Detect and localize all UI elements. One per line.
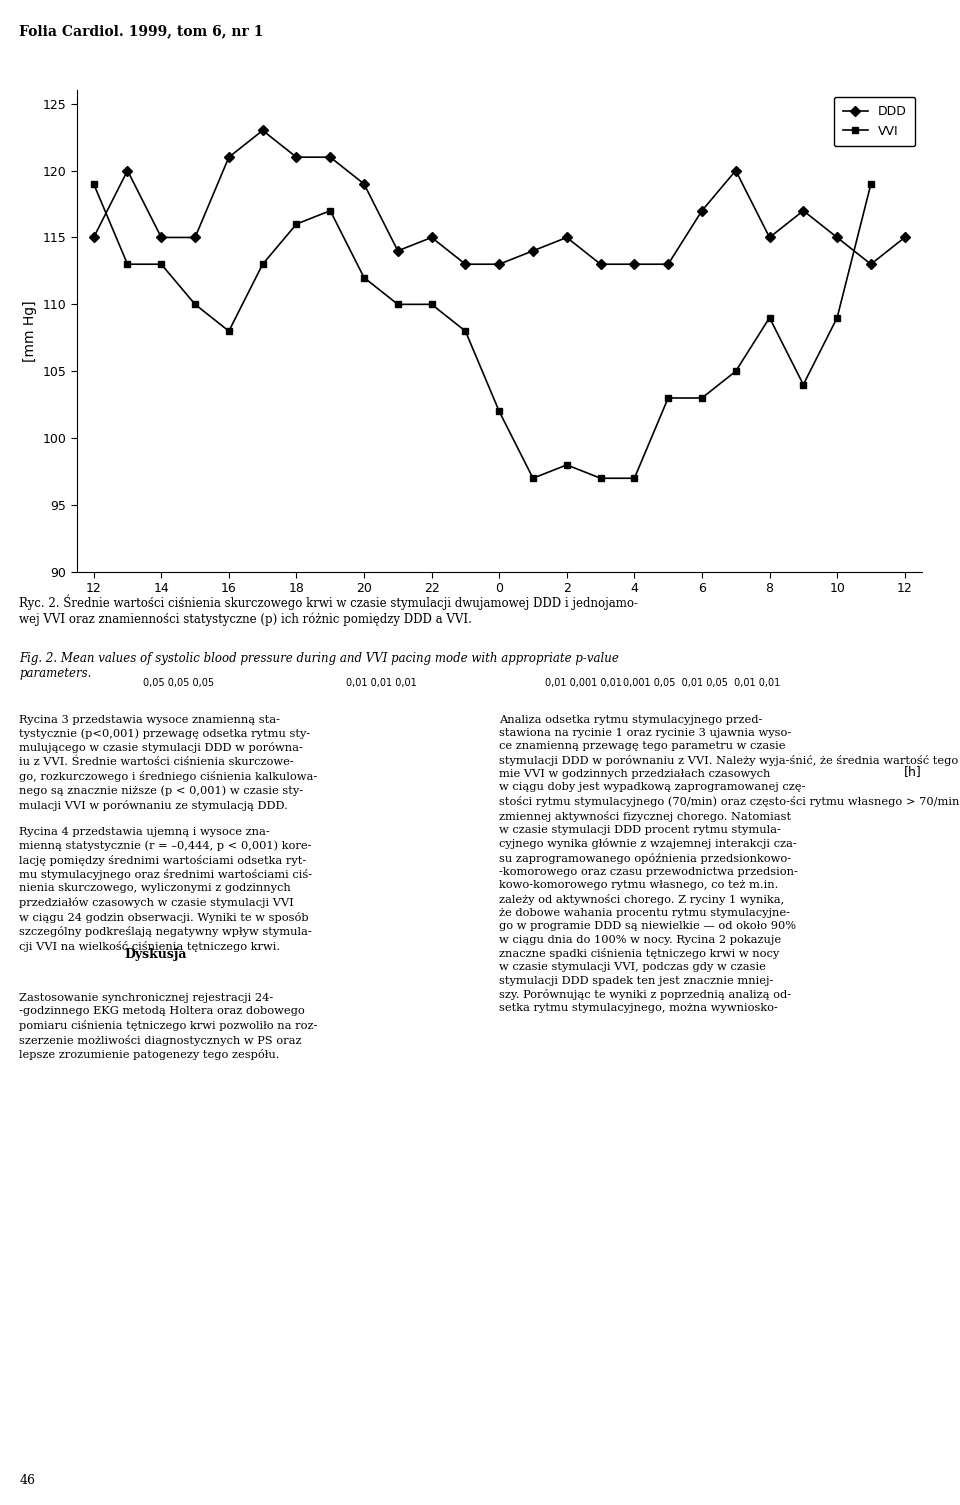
DDD [662,256,674,274]
Text: 0,01 0,01 0,01: 0,01 0,01 0,01 [346,677,417,688]
VVI [865,175,876,193]
DDD [831,229,843,247]
VVI [493,402,505,420]
VVI [527,470,539,488]
VVI [426,295,438,313]
DDD [865,256,876,274]
Text: [h]: [h] [904,765,922,778]
VVI [122,256,133,274]
VVI [561,456,572,474]
DDD [798,202,809,220]
VVI [460,322,471,340]
Text: Analiza odsetka rytmu stymulacyjnego przed-
stawiona na rycinie 1 oraz rycinie 3: Analiza odsetka rytmu stymulacyjnego prz… [499,715,960,1013]
DDD [696,202,708,220]
Line: DDD: DDD [90,126,908,268]
DDD [122,161,133,179]
Text: Zastosowanie synchronicznej rejestracji 24-
-godzinnego EKG metodą Holtera oraz : Zastosowanie synchronicznej rejestracji … [19,993,318,1061]
VVI [730,363,741,381]
VVI [629,470,640,488]
VVI [189,295,201,313]
VVI [595,470,607,488]
DDD [899,229,910,247]
DDD [156,229,167,247]
DDD [527,242,539,260]
DDD [426,229,438,247]
VVI [831,309,843,327]
DDD [493,256,505,274]
DDD [392,242,403,260]
Text: 46: 46 [19,1473,36,1487]
VVI [257,256,269,274]
Text: Fig. 2. Mean values of systolic blood pressure during and VVI pacing mode with a: Fig. 2. Mean values of systolic blood pr… [19,652,619,680]
VVI [662,388,674,406]
DDD [88,229,100,247]
VVI [764,309,776,327]
Text: Folia Cardiol. 1999, tom 6, nr 1: Folia Cardiol. 1999, tom 6, nr 1 [19,24,264,38]
Text: Ryc. 2. Średnie wartości ciśnienia skurczowego krwi w czasie stymulacji dwujamow: Ryc. 2. Średnie wartości ciśnienia skurc… [19,594,638,626]
Text: 0,01 0,001 0,01: 0,01 0,001 0,01 [545,677,622,688]
VVI [291,215,302,233]
DDD [764,229,776,247]
VVI [223,322,234,340]
DDD [595,256,607,274]
VVI [324,202,336,220]
DDD [730,161,741,179]
VVI [798,376,809,394]
DDD [189,229,201,247]
Text: 0,001 0,05  0,01 0,05  0,01 0,01: 0,001 0,05 0,01 0,05 0,01 0,01 [623,677,780,688]
DDD [257,122,269,140]
VVI [358,268,370,286]
DDD [460,256,471,274]
DDD [561,229,572,247]
Y-axis label: [mm Hg]: [mm Hg] [23,301,36,361]
Text: 0,05 0,05 0,05: 0,05 0,05 0,05 [143,677,214,688]
Text: Rycina 3 przedstawia wysoce znamienną sta-
tystycznie (p<0,001) przewagę odsetka: Rycina 3 przedstawia wysoce znamienną st… [19,715,318,951]
DDD [629,256,640,274]
DDD [291,147,302,166]
VVI [696,388,708,406]
Text: Dyskusja: Dyskusja [125,948,187,962]
VVI [88,175,100,193]
Legend: DDD, VVI: DDD, VVI [834,96,915,146]
DDD [358,175,370,193]
VVI [156,256,167,274]
DDD [324,147,336,166]
VVI [392,295,403,313]
Line: VVI: VVI [90,181,875,482]
DDD [223,147,234,166]
